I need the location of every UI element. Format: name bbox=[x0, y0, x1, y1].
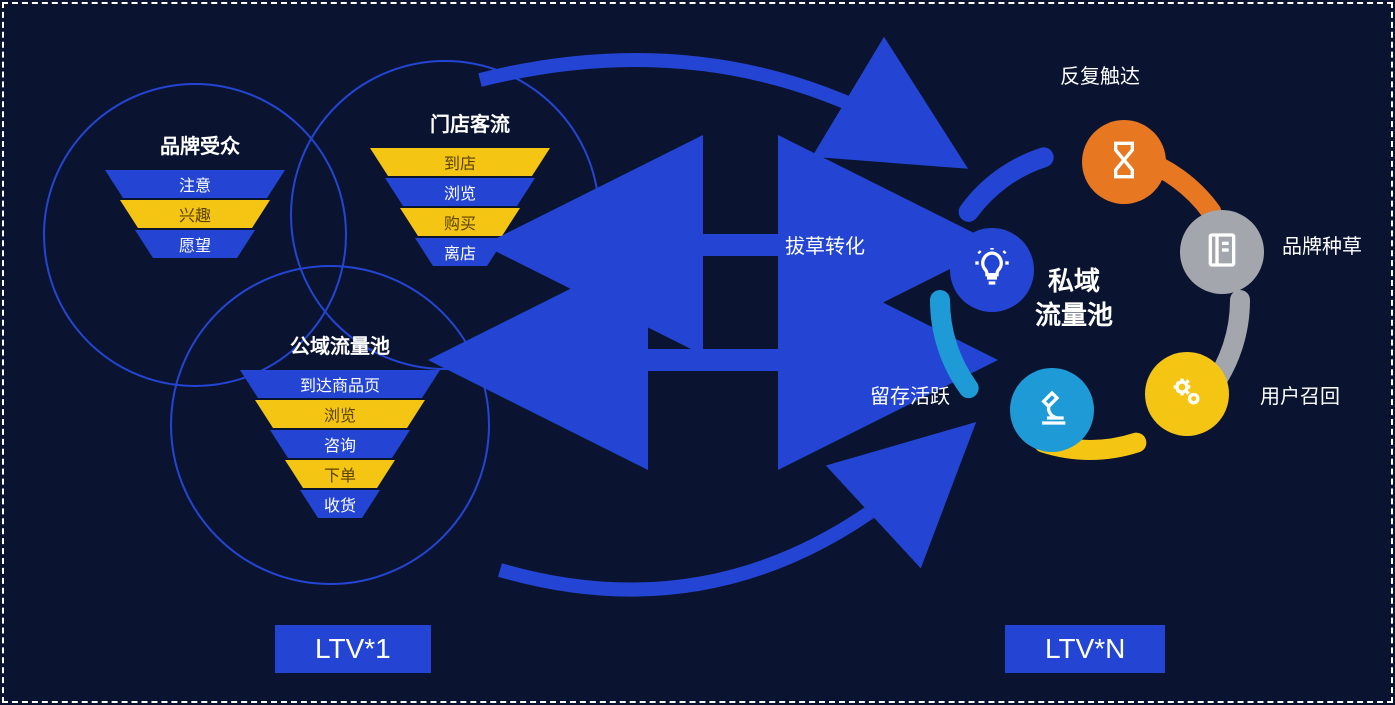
cycle-label-1: 品牌种草 bbox=[1282, 230, 1362, 259]
gears-icon bbox=[1167, 372, 1207, 417]
bulb-icon bbox=[972, 248, 1012, 293]
ltv-left-box: LTV*1 bbox=[275, 625, 431, 673]
notebook-icon bbox=[1202, 230, 1242, 275]
cycle-node-0 bbox=[1082, 120, 1166, 204]
microscope-icon bbox=[1032, 388, 1072, 433]
cycle-node-4 bbox=[950, 228, 1034, 312]
cycle-node-2 bbox=[1145, 352, 1229, 436]
cycle-node-1 bbox=[1180, 210, 1264, 294]
cycle-label-0: 反复触达 bbox=[1060, 60, 1140, 89]
hourglass-icon bbox=[1104, 140, 1144, 185]
cycle-label-4: 拔草转化 bbox=[785, 230, 865, 259]
ltv-right-box: LTV*N bbox=[1005, 625, 1165, 673]
cycle-node-3 bbox=[1010, 368, 1094, 452]
cycle-label-2: 用户召回 bbox=[1260, 380, 1340, 409]
cycle-label-3: 留存活跃 bbox=[870, 380, 950, 409]
